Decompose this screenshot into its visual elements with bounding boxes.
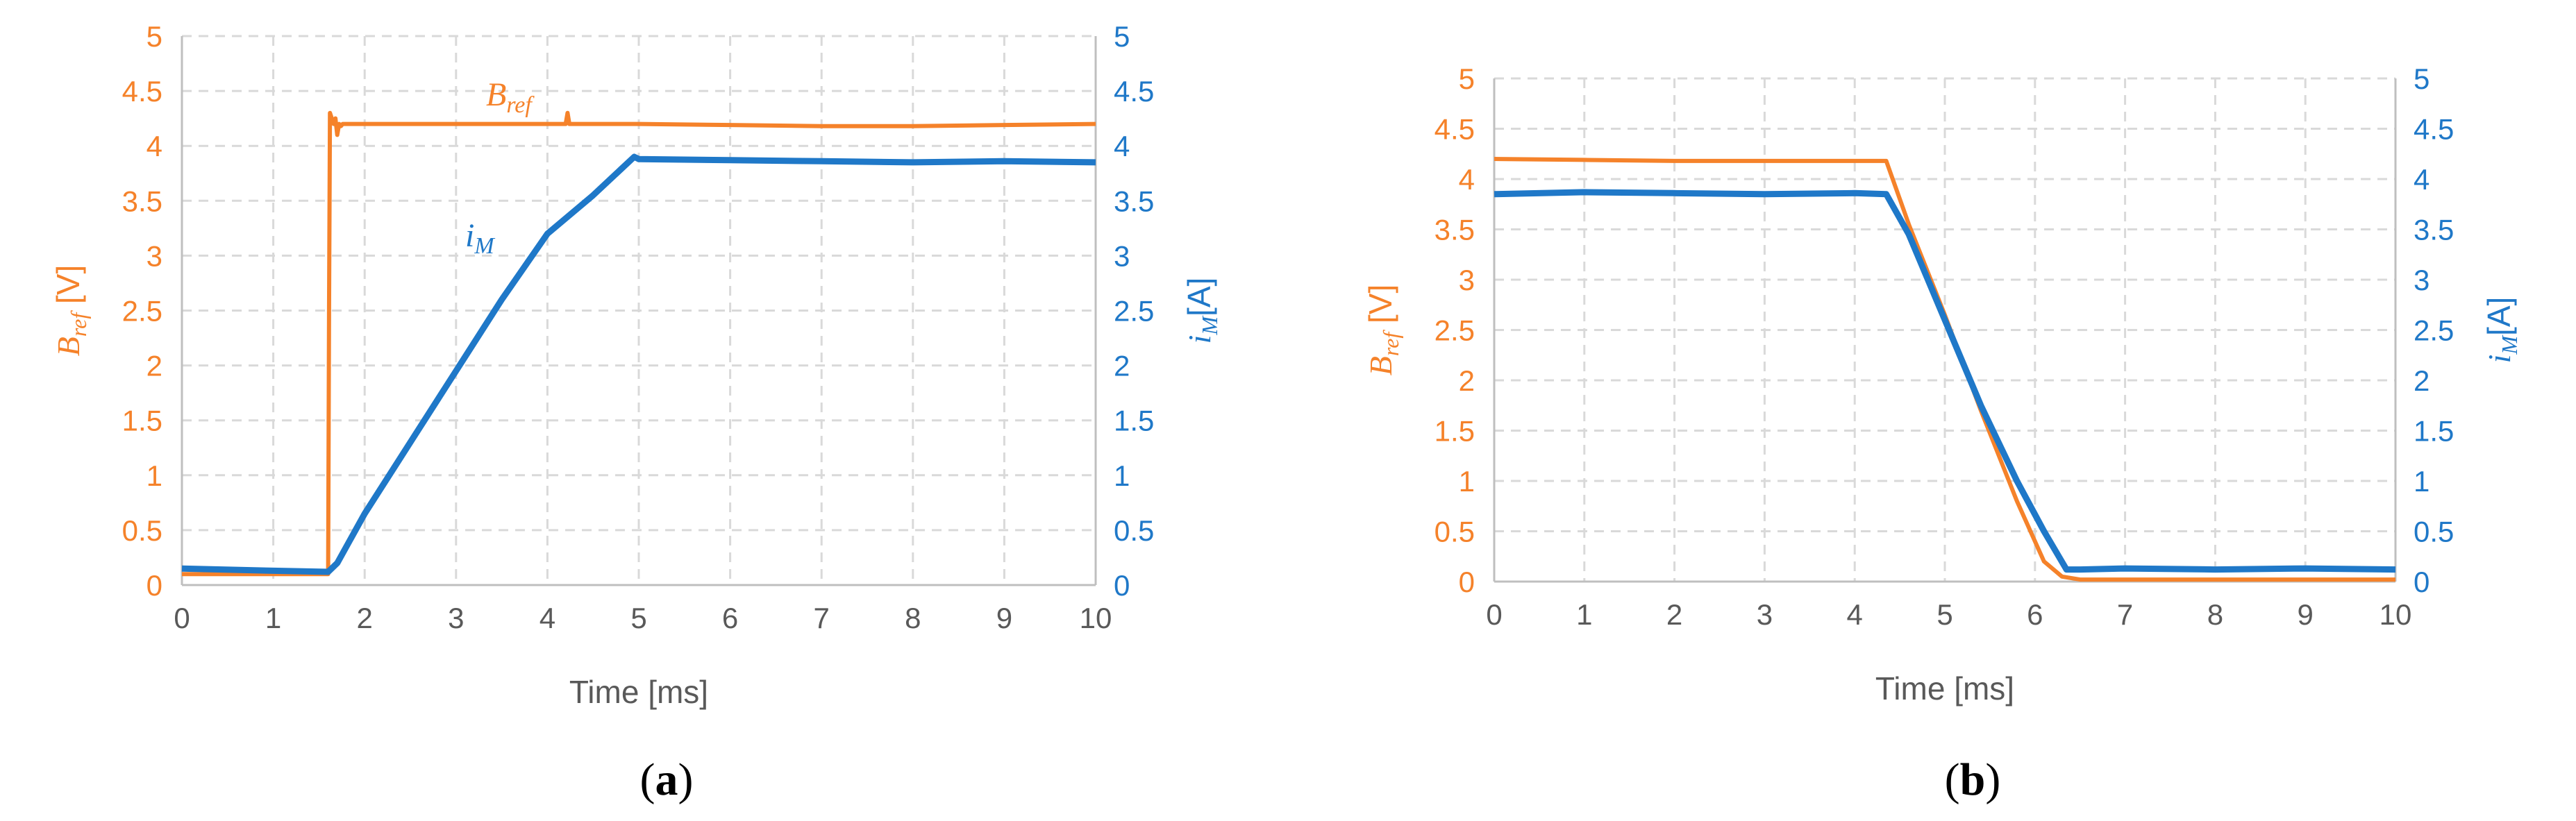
x-tick-label: 4 [1847, 598, 1863, 631]
x-tick-label: 8 [2207, 598, 2223, 631]
x-tick-label: 6 [722, 602, 738, 634]
x-axis-label: Time [ms] [1875, 670, 2014, 706]
x-tick-label: 0 [1486, 598, 1502, 631]
y-right-tick-label: 4 [1114, 130, 1130, 162]
y-axis-right-label: iM[A] [2481, 297, 2522, 364]
y-right-tick-label: 0.5 [1114, 514, 1154, 547]
x-tick-label: 9 [2298, 598, 2314, 631]
y-right-tick-label: 2 [2414, 364, 2429, 397]
x-axis-label: Time [ms] [569, 674, 708, 710]
y-left-tick-label: 0 [1459, 566, 1475, 598]
y-right-tick-label: 3.5 [1114, 185, 1154, 217]
y-left-tick-label: 5 [147, 20, 162, 53]
y-right-tick-label: 2.5 [1114, 295, 1154, 328]
x-tick-label: 9 [996, 602, 1012, 634]
x-tick-label: 7 [814, 602, 830, 634]
x-tick-label: 3 [1757, 598, 1773, 631]
y-right-tick-label: 0 [2414, 566, 2429, 598]
y-right-tick-label: 5 [1114, 20, 1130, 53]
y-left-tick-label: 0 [147, 569, 162, 602]
x-tick-label: 3 [448, 602, 464, 634]
y-axis-left-label: Bref [V] [1362, 285, 1403, 376]
x-tick-label: 5 [1937, 598, 1952, 631]
y-left-tick-label: 3 [1459, 264, 1475, 296]
x-tick-label: 10 [1080, 602, 1112, 634]
y-right-tick-label: 4.5 [2414, 113, 2454, 146]
y-left-tick-label: 4 [1459, 163, 1475, 196]
x-tick-label: 7 [2117, 598, 2133, 631]
y-right-tick-label: 3 [1114, 239, 1130, 272]
x-tick-label: 5 [630, 602, 646, 634]
series-line-bref [182, 110, 1096, 577]
series-line-im [1494, 189, 2396, 573]
y-left-tick-label: 3.5 [1435, 214, 1475, 246]
y-left-tick-label: 0.5 [122, 514, 162, 547]
y-right-tick-label: 0 [1114, 569, 1130, 602]
y-left-tick-label: 2 [147, 350, 162, 382]
y-right-tick-label: 2.5 [2414, 314, 2454, 347]
series-line-im [181, 153, 1096, 575]
y-left-tick-label: 4.5 [122, 75, 162, 108]
x-tick-label: 1 [1576, 598, 1592, 631]
y-left-tick-label: 0.5 [1435, 516, 1475, 548]
y-right-tick-label: 1 [2414, 465, 2429, 498]
y-right-tick-label: 4 [2414, 163, 2429, 196]
x-tick-label: 2 [357, 602, 373, 634]
y-left-tick-label: 2 [1459, 364, 1475, 397]
y-left-tick-label: 4 [147, 130, 162, 162]
y-left-tick-label: 1 [147, 459, 162, 492]
y-right-tick-label: 5 [2414, 62, 2429, 95]
chart-panel-a: 0 1 2 3 4 5 6 7 8 9 1000.511.522.533.544.5500.511.… [50, 20, 1222, 805]
y-left-tick-label: 2.5 [122, 295, 162, 328]
x-tick-label: 0 [174, 602, 190, 634]
y-right-tick-label: 4.5 [1114, 75, 1154, 108]
x-tick-label: 10 [2380, 598, 2412, 631]
x-tick-label: 2 [1666, 598, 1682, 631]
y-left-tick-label: 1.5 [1435, 415, 1475, 448]
y-right-tick-label: 3 [2414, 264, 2429, 296]
x-tick-label: 1 [265, 602, 281, 634]
y-left-tick-label: 1.5 [122, 405, 162, 437]
y-left-tick-label: 1 [1459, 465, 1475, 498]
panel-label: (a) [640, 754, 694, 805]
y-axis-right-label: iM[A] [1181, 278, 1222, 344]
y-left-tick-label: 4.5 [1435, 113, 1475, 146]
y-right-tick-label: 0.5 [2414, 516, 2454, 548]
y-left-tick-label: 2.5 [1435, 314, 1475, 347]
x-tick-label: 6 [2027, 598, 2043, 631]
y-left-tick-label: 5 [1459, 62, 1475, 95]
y-right-tick-label: 1.5 [2414, 415, 2454, 448]
y-axis-left-label: Bref [V] [50, 265, 91, 357]
y-right-tick-label: 1.5 [1114, 405, 1154, 437]
annotation-im: iM [465, 217, 495, 259]
x-tick-label: 8 [905, 602, 921, 634]
y-left-tick-label: 3 [147, 239, 162, 272]
y-right-tick-label: 1 [1114, 459, 1130, 492]
x-tick-label: 4 [540, 602, 555, 634]
y-right-tick-label: 2 [1114, 350, 1130, 382]
y-left-tick-label: 3.5 [122, 185, 162, 217]
chart-panel-b: 0 1 2 3 4 5 6 7 8 9 1000.511.522.533.544.5500.511.… [1362, 62, 2522, 805]
y-right-tick-label: 3.5 [2414, 214, 2454, 246]
panel-label: (b) [1945, 754, 2001, 805]
annotation-bref: Bref [486, 76, 535, 118]
